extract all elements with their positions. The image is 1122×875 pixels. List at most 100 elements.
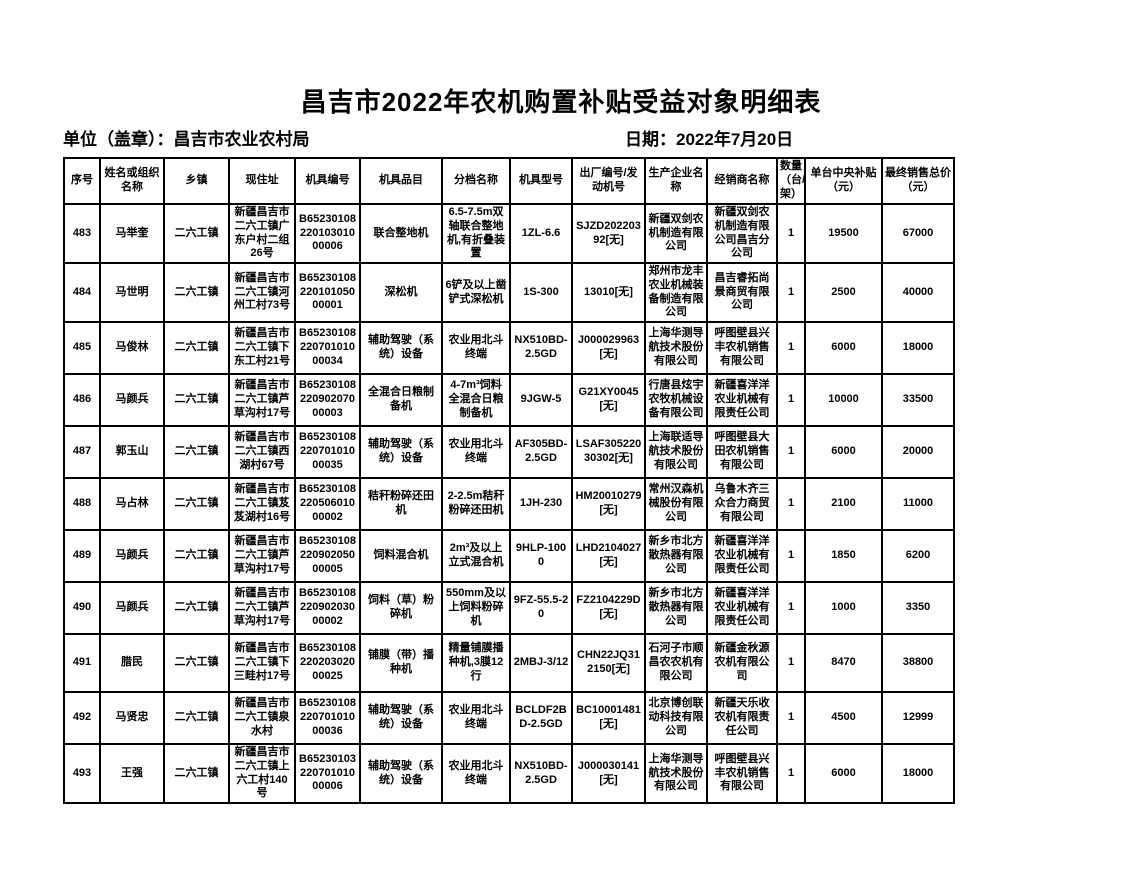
table-cell: B6523010822070101000036 [294,691,361,745]
table-cell: 新疆双剑农机制造有限公司昌吉分公司 [706,203,778,264]
table-cell: 40000 [881,262,955,323]
table-cell: 铺膜（带）播种机 [359,633,443,693]
table-cell: 呼图壁县大田农机销售有限公司 [706,425,778,479]
table-cell: 13010[无] [571,262,646,323]
table-cell: BC10001481[无] [571,691,646,745]
table-cell: 新疆昌吉市二六工镇河州工村73号 [228,262,296,323]
header-row: 序号 姓名或组织名称 乡镇 现住址 机具编号 机具品目 分档名称 机具型号 出厂编号/发动机号生… [63,157,955,205]
table-cell: B6523010822070101000035 [294,425,361,479]
table-cell: 昌吉睿拓尚景商贸有限公司 [706,262,778,323]
table-cell: 2500 [804,262,883,323]
table-cell: 1S-300 [509,262,573,323]
table-cell: 腊民 [99,633,165,693]
table-cell: 1 [776,203,806,264]
table-cell: B6523010822090205000005 [294,529,361,583]
column-header: 经销商名称 [706,157,778,205]
table-cell: 9JGW-5 [509,373,573,427]
table-cell: 新疆喜洋洋农业机械有限责任公司 [706,581,778,635]
unit-label: 单位（盖章）：昌吉市农业农村局 [63,130,310,149]
table-cell: 1 [776,529,806,583]
table-cell: 1000 [804,581,883,635]
table-row: 489 马颜兵 二六工镇 新疆昌吉市二六工镇芦草沟村17号 B6523010822090… [63,529,955,583]
table-cell: 新疆昌吉市二六工镇广东户村二组26号 [228,203,296,264]
table-cell: 新疆昌吉市二六工镇芦草沟村17号 [228,373,296,427]
table-cell: 8470 [804,633,883,693]
table-cell: SJZD20220392[无] [571,203,646,264]
table-cell: 490 [63,581,101,635]
table-cell: 4500 [804,691,883,745]
table-cell: 新疆喜洋洋农业机械有限责任公司 [706,373,778,427]
table-cell: 67000 [881,203,955,264]
table-cell: 马贤忠 [99,691,165,745]
table-cell: 489 [63,529,101,583]
table-row: 491 腊民 二六工镇 新疆昌吉市二六工镇下三畦村17号 B65230108220203… [63,633,955,693]
table-cell: 新疆昌吉市二六工镇芦草沟村17号 [228,581,296,635]
table-cell: 1 [776,477,806,531]
table-cell: 4-7m³饲料全混合日粮制备机 [441,373,511,427]
table-cell: 487 [63,425,101,479]
table-cell: 新疆昌吉市二六工镇下三畦村17号 [228,633,296,693]
table-cell: 马颜兵 [99,373,165,427]
table-cell: 6.5-7.5m双轴联合整地机,有折叠装置 [441,203,511,264]
table-cell: 秸秆粉碎还田机 [359,477,443,531]
column-header: 机具编号 [294,157,361,205]
table-cell: 辅助驾驶（系统）设备 [359,743,443,804]
table-cell: 491 [63,633,101,693]
subsidy-table: 序号 姓名或组织名称 乡镇 现住址 机具编号 机具品目 分档名称 机具型号 出厂编号/发动机号生… [63,157,955,804]
table-cell: B6523010822020302000025 [294,633,361,693]
table-cell: 2-2.5m秸秆粉碎还田机 [441,477,511,531]
table-cell: 6000 [804,425,883,479]
table-cell: 1JH-230 [509,477,573,531]
table-cell: 新疆昌吉市二六工镇泉水村 [228,691,296,745]
table-cell: 农业用北斗终端 [441,425,511,479]
column-header: 姓名或组织名称 [99,157,165,205]
table-cell: 辅助驾驶（系统）设备 [359,425,443,479]
table-row: 485 马俊林 二六工镇 新疆昌吉市二六工镇下东工村21号 B6523010822070… [63,321,955,375]
table-cell: 二六工镇 [163,529,230,583]
table-cell: 38800 [881,633,955,693]
table-cell: J000029963[无] [571,321,646,375]
table-cell: 6200 [881,529,955,583]
table-cell: 新疆昌吉市二六工镇芨芨湖村16号 [228,477,296,531]
table-row: 488 马占林 二六工镇 新疆昌吉市二六工镇芨芨湖村16号 B6523010822050… [63,477,955,531]
table-cell: 2m³及以上立式混合机 [441,529,511,583]
table-cell: 33500 [881,373,955,427]
column-header: 序号 [63,157,101,205]
table-cell: 1 [776,743,806,804]
table-cell: 新疆昌吉市二六工镇芦草沟村17号 [228,529,296,583]
table-cell: 550mm及以上饲料粉碎机 [441,581,511,635]
table-cell: 石河子市顺昌农农机有限公司 [644,633,708,693]
table-row: 493 王强 二六工镇 新疆昌吉市二六工镇上六工村140号 B6523010322070… [63,743,955,804]
table-cell: 深松机 [359,262,443,323]
table-cell: 二六工镇 [163,581,230,635]
table-row: 484 马世明 二六工镇 新疆昌吉市二六工镇河州工村73号 B6523010822010… [63,262,955,323]
table-cell: 1ZL-6.6 [509,203,573,264]
table-cell: 9HLP-1000 [509,529,573,583]
column-header: 出厂编号/发动机号 [571,157,646,205]
table-cell: 二六工镇 [163,373,230,427]
table-cell: 486 [63,373,101,427]
table-body: 483 马举奎 二六工镇 新疆昌吉市二六工镇广东户村二组26号 B65230108220… [63,203,955,804]
table-cell: 北京博创联动科技有限公司 [644,691,708,745]
table-cell: B6523010822090203000002 [294,581,361,635]
table-cell: 二六工镇 [163,262,230,323]
table-cell: 1 [776,691,806,745]
table-cell: 484 [63,262,101,323]
table-cell: NX510BD-2.5GD [509,743,573,804]
table-cell: 马颜兵 [99,529,165,583]
table-cell: 马举奎 [99,203,165,264]
table-cell: 10000 [804,373,883,427]
column-header: 分档名称 [441,157,511,205]
table-cell: 493 [63,743,101,804]
table-cell: 二六工镇 [163,633,230,693]
table-cell: 新乡市北方散热器有限公司 [644,581,708,635]
table-cell: 行唐县炫宇农牧机械设备有限公司 [644,373,708,427]
table-cell: 新疆昌吉市二六工镇西湖村67号 [228,425,296,479]
table-cell: 呼图壁县兴丰农机销售有限公司 [706,321,778,375]
table-cell: 新疆双剑农机制造有限公司 [644,203,708,264]
table-cell: 1 [776,633,806,693]
table-cell: 新疆昌吉市二六工镇下东工村21号 [228,321,296,375]
table-cell: 联合整地机 [359,203,443,264]
table-cell: 2MBJ-3/12 [509,633,573,693]
table-cell: 2100 [804,477,883,531]
